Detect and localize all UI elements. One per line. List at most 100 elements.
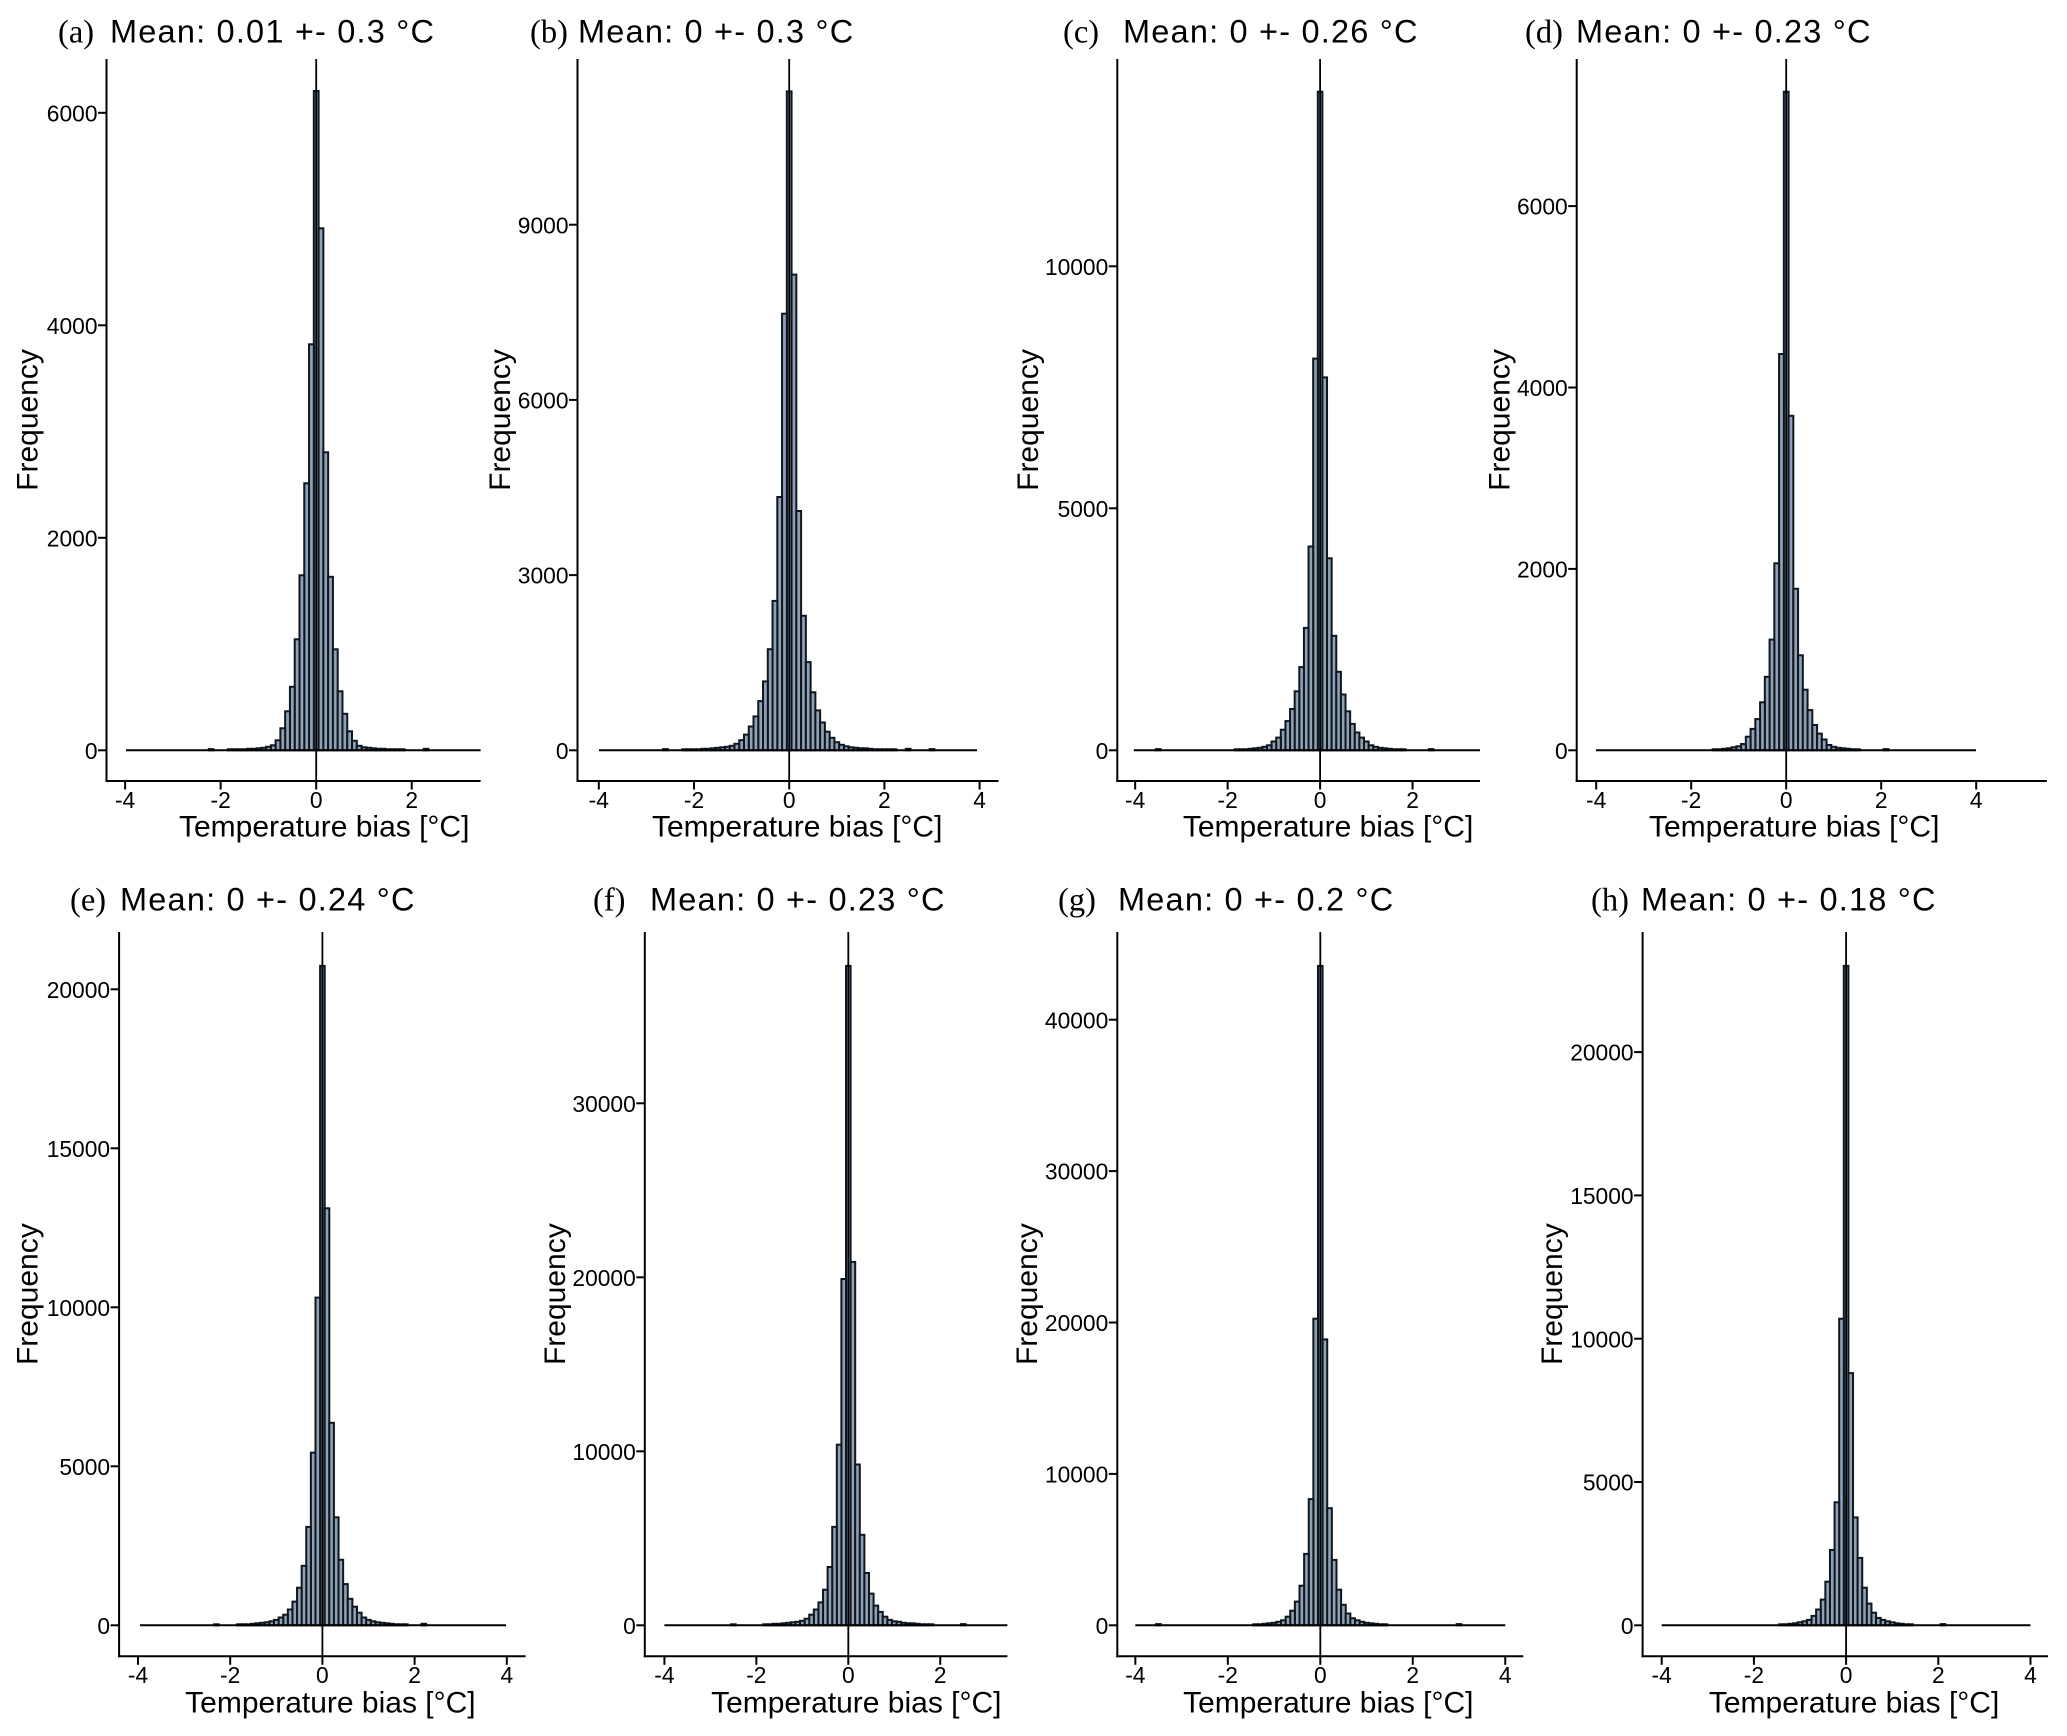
svg-text:2000: 2000 (47, 525, 98, 551)
svg-text:4: 4 (1970, 787, 1983, 813)
svg-text:Mean: 0 +- 0.23 °C: Mean: 0 +- 0.23 °C (1576, 13, 1872, 49)
svg-text:20000: 20000 (572, 1265, 635, 1291)
svg-text:2: 2 (1932, 1662, 1945, 1688)
svg-text:5000: 5000 (1583, 1470, 1634, 1496)
svg-text:0: 0 (1314, 787, 1327, 813)
svg-text:(b): (b) (530, 14, 568, 50)
svg-text:Mean: 0 +- 0.26 °C: Mean: 0 +- 0.26 °C (1123, 13, 1419, 49)
svg-text:3000: 3000 (518, 563, 569, 589)
svg-text:(c): (c) (1063, 14, 1099, 50)
svg-text:(h): (h) (1591, 883, 1629, 919)
svg-text:Frequency: Frequency (484, 349, 517, 491)
svg-text:Frequency: Frequency (1484, 349, 1517, 491)
svg-text:4000: 4000 (1517, 375, 1568, 401)
svg-text:6000: 6000 (47, 100, 98, 126)
svg-text:2: 2 (1875, 787, 1888, 813)
svg-text:Mean: 0 +- 0.23 °C: Mean: 0 +- 0.23 °C (650, 882, 946, 918)
svg-text:Temperature bias [°C]: Temperature bias [°C] (179, 811, 469, 844)
svg-text:-4: -4 (1125, 787, 1146, 813)
svg-text:Frequency: Frequency (1536, 1223, 1569, 1365)
svg-text:0: 0 (623, 1613, 636, 1639)
svg-text:Temperature bias [°C]: Temperature bias [°C] (1183, 1687, 1473, 1720)
svg-text:Frequency: Frequency (539, 1223, 572, 1365)
svg-text:20000: 20000 (47, 977, 110, 1003)
svg-text:Frequency: Frequency (1012, 349, 1045, 491)
svg-text:0: 0 (556, 738, 569, 764)
svg-text:20000: 20000 (1045, 1310, 1108, 1336)
svg-text:-4: -4 (115, 787, 136, 813)
svg-text:15000: 15000 (1570, 1183, 1633, 1209)
svg-text:-4: -4 (1125, 1662, 1146, 1688)
svg-text:0: 0 (97, 1613, 110, 1639)
svg-text:(d): (d) (1525, 14, 1563, 50)
svg-text:0: 0 (316, 1662, 329, 1688)
svg-text:-4: -4 (589, 787, 610, 813)
svg-text:10000: 10000 (47, 1295, 110, 1321)
svg-text:5000: 5000 (1058, 496, 1109, 522)
svg-text:5000: 5000 (59, 1454, 110, 1480)
svg-text:-2: -2 (1681, 787, 1701, 813)
svg-text:0: 0 (1840, 1662, 1853, 1688)
svg-text:2: 2 (934, 1662, 947, 1688)
svg-text:30000: 30000 (1045, 1159, 1108, 1185)
svg-text:10000: 10000 (1045, 1462, 1108, 1488)
svg-text:4: 4 (973, 787, 986, 813)
svg-text:0: 0 (842, 1662, 855, 1688)
svg-text:2: 2 (1406, 1662, 1419, 1688)
svg-text:(a): (a) (58, 14, 94, 50)
svg-text:Mean: 0.01 +- 0.3 °C: Mean: 0.01 +- 0.3 °C (110, 13, 435, 49)
svg-text:Temperature bias [°C]: Temperature bias [°C] (711, 1687, 1001, 1720)
svg-text:0: 0 (1555, 738, 1568, 764)
svg-text:(g): (g) (1058, 883, 1096, 919)
svg-text:Temperature bias [°C]: Temperature bias [°C] (1183, 811, 1473, 844)
svg-text:30000: 30000 (572, 1091, 635, 1117)
svg-text:10000: 10000 (1570, 1326, 1633, 1352)
svg-text:-2: -2 (220, 1662, 240, 1688)
svg-text:Mean: 0 +- 0.2 °C: Mean: 0 +- 0.2 °C (1118, 882, 1394, 918)
svg-text:9000: 9000 (518, 212, 569, 238)
svg-text:40000: 40000 (1045, 1007, 1108, 1033)
svg-text:0: 0 (85, 738, 98, 764)
svg-text:2: 2 (408, 1662, 421, 1688)
svg-text:Temperature bias [°C]: Temperature bias [°C] (1709, 1687, 1999, 1720)
svg-text:6000: 6000 (518, 388, 569, 414)
svg-text:10000: 10000 (1045, 254, 1108, 280)
svg-text:Frequency: Frequency (12, 349, 45, 491)
svg-text:-2: -2 (1217, 787, 1237, 813)
svg-text:Mean: 0 +- 0.18 °C: Mean: 0 +- 0.18 °C (1641, 882, 1937, 918)
svg-text:-4: -4 (128, 1662, 149, 1688)
svg-text:0: 0 (783, 787, 796, 813)
svg-text:4: 4 (2024, 1662, 2037, 1688)
svg-text:0: 0 (1621, 1613, 1634, 1639)
svg-text:6000: 6000 (1517, 194, 1568, 220)
svg-text:(e): (e) (70, 883, 106, 919)
svg-text:Mean: 0 +- 0.24 °C: Mean: 0 +- 0.24 °C (120, 882, 416, 918)
svg-text:-2: -2 (1218, 1662, 1238, 1688)
svg-text:15000: 15000 (47, 1136, 110, 1162)
svg-text:2: 2 (1406, 787, 1419, 813)
svg-text:Frequency: Frequency (1011, 1223, 1044, 1365)
svg-text:-2: -2 (211, 787, 231, 813)
svg-text:0: 0 (310, 787, 323, 813)
svg-text:-2: -2 (1744, 1662, 1764, 1688)
svg-text:2: 2 (878, 787, 891, 813)
svg-text:Temperature bias [°C]: Temperature bias [°C] (185, 1687, 475, 1720)
svg-text:-2: -2 (684, 787, 704, 813)
svg-text:-4: -4 (1652, 1662, 1673, 1688)
svg-text:(f): (f) (593, 883, 625, 919)
svg-text:-2: -2 (746, 1662, 766, 1688)
svg-text:20000: 20000 (1570, 1040, 1633, 1066)
svg-text:2000: 2000 (1517, 557, 1568, 583)
svg-text:Temperature bias [°C]: Temperature bias [°C] (652, 811, 942, 844)
svg-text:Frequency: Frequency (12, 1223, 45, 1365)
svg-text:Mean: 0 +- 0.3 °C: Mean: 0 +- 0.3 °C (578, 13, 854, 49)
svg-text:Temperature bias [°C]: Temperature bias [°C] (1649, 811, 1939, 844)
svg-text:0: 0 (1780, 787, 1793, 813)
svg-text:0: 0 (1096, 738, 1109, 764)
svg-text:4000: 4000 (47, 313, 98, 339)
svg-text:10000: 10000 (572, 1439, 635, 1465)
svg-text:4: 4 (500, 1662, 513, 1688)
svg-text:-4: -4 (654, 1662, 675, 1688)
svg-text:0: 0 (1314, 1662, 1327, 1688)
svg-text:-4: -4 (1586, 787, 1607, 813)
